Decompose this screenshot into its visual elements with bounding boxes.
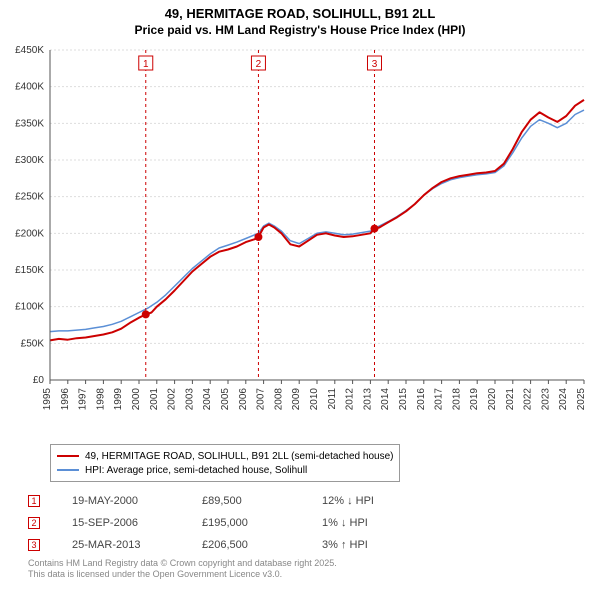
svg-text:£200K: £200K xyxy=(15,228,44,239)
svg-text:2005: 2005 xyxy=(220,388,231,411)
chart-container: £0 £50K £100K £150K £200K £250K £300K £350K £400… xyxy=(0,42,600,447)
svg-text:2020: 2020 xyxy=(487,388,498,411)
event-date: 15-SEP-2006 xyxy=(72,517,202,529)
svg-text:1996: 1996 xyxy=(60,388,71,411)
svg-text:2015: 2015 xyxy=(398,388,409,411)
svg-text:2023: 2023 xyxy=(540,388,551,411)
event-date: 25-MAR-2013 xyxy=(72,539,202,551)
legend-item: HPI: Average price, semi-detached house,… xyxy=(57,463,393,477)
svg-text:1: 1 xyxy=(143,59,149,70)
svg-text:2011: 2011 xyxy=(327,388,338,410)
event-row: 3 25-MAR-2013 £206,500 3% ↑ HPI xyxy=(28,534,422,556)
event-table: 1 19-MAY-2000 £89,500 12% ↓ HPI 2 15-SEP… xyxy=(28,490,422,556)
svg-text:2009: 2009 xyxy=(291,388,302,411)
legend-label: 49, HERMITAGE ROAD, SOLIHULL, B91 2LL (s… xyxy=(85,451,393,462)
svg-text:2010: 2010 xyxy=(309,388,320,411)
svg-text:£450K: £450K xyxy=(15,45,44,56)
svg-text:2025: 2025 xyxy=(576,388,587,411)
svg-text:2013: 2013 xyxy=(362,388,373,411)
svg-text:2018: 2018 xyxy=(451,388,462,411)
svg-text:1998: 1998 xyxy=(95,388,106,411)
svg-text:2008: 2008 xyxy=(273,388,284,411)
svg-text:2017: 2017 xyxy=(434,388,445,411)
svg-text:£250K: £250K xyxy=(15,192,44,203)
svg-text:1999: 1999 xyxy=(113,388,124,411)
svg-text:£100K: £100K xyxy=(15,302,44,313)
legend-item: 49, HERMITAGE ROAD, SOLIHULL, B91 2LL (s… xyxy=(57,449,393,463)
event-marker-icon: 1 xyxy=(28,495,40,507)
chart-subtitle: Price paid vs. HM Land Registry's House … xyxy=(0,23,600,37)
event-delta: 12% ↓ HPI xyxy=(322,495,422,507)
legend-label: HPI: Average price, semi-detached house,… xyxy=(85,465,307,476)
svg-text:2007: 2007 xyxy=(256,388,267,411)
svg-text:2019: 2019 xyxy=(469,388,480,411)
event-marker-icon: 2 xyxy=(28,517,40,529)
svg-text:2024: 2024 xyxy=(558,388,569,411)
svg-text:£400K: £400K xyxy=(15,82,44,93)
event-row: 1 19-MAY-2000 £89,500 12% ↓ HPI xyxy=(28,490,422,512)
chart-title-block: 49, HERMITAGE ROAD, SOLIHULL, B91 2LL Pr… xyxy=(0,0,600,37)
attribution-footer: Contains HM Land Registry data © Crown c… xyxy=(28,558,337,581)
svg-text:2016: 2016 xyxy=(416,388,427,411)
svg-text:£350K: £350K xyxy=(15,118,44,129)
footer-line: Contains HM Land Registry data © Crown c… xyxy=(28,558,337,569)
event-price: £195,000 xyxy=(202,517,322,529)
svg-text:2014: 2014 xyxy=(380,388,391,411)
event-delta: 1% ↓ HPI xyxy=(322,517,422,529)
svg-text:£150K: £150K xyxy=(15,265,44,276)
svg-text:2003: 2003 xyxy=(184,388,195,411)
svg-text:2021: 2021 xyxy=(505,388,516,411)
svg-text:£50K: £50K xyxy=(21,338,45,349)
svg-text:£0: £0 xyxy=(33,375,45,386)
svg-text:1995: 1995 xyxy=(42,388,53,411)
legend-swatch xyxy=(57,455,79,457)
event-marker-icon: 3 xyxy=(28,539,40,551)
svg-text:1997: 1997 xyxy=(78,388,89,411)
svg-text:2012: 2012 xyxy=(345,388,356,411)
line-chart: £0 £50K £100K £150K £200K £250K £300K £350K £400… xyxy=(0,42,600,442)
legend-swatch xyxy=(57,469,79,471)
legend: 49, HERMITAGE ROAD, SOLIHULL, B91 2LL (s… xyxy=(50,444,400,482)
event-price: £89,500 xyxy=(202,495,322,507)
event-price: £206,500 xyxy=(202,539,322,551)
svg-text:2: 2 xyxy=(256,59,262,70)
svg-text:3: 3 xyxy=(372,59,378,70)
svg-text:2002: 2002 xyxy=(167,388,178,411)
event-date: 19-MAY-2000 xyxy=(72,495,202,507)
svg-text:2004: 2004 xyxy=(202,388,213,411)
svg-text:2006: 2006 xyxy=(238,388,249,411)
svg-text:2022: 2022 xyxy=(523,388,534,411)
event-delta: 3% ↑ HPI xyxy=(322,539,422,551)
svg-text:£300K: £300K xyxy=(15,155,44,166)
svg-text:2001: 2001 xyxy=(149,388,160,411)
event-row: 2 15-SEP-2006 £195,000 1% ↓ HPI xyxy=(28,512,422,534)
svg-text:2000: 2000 xyxy=(131,388,142,411)
chart-title: 49, HERMITAGE ROAD, SOLIHULL, B91 2LL xyxy=(0,6,600,21)
footer-line: This data is licensed under the Open Gov… xyxy=(28,569,337,580)
